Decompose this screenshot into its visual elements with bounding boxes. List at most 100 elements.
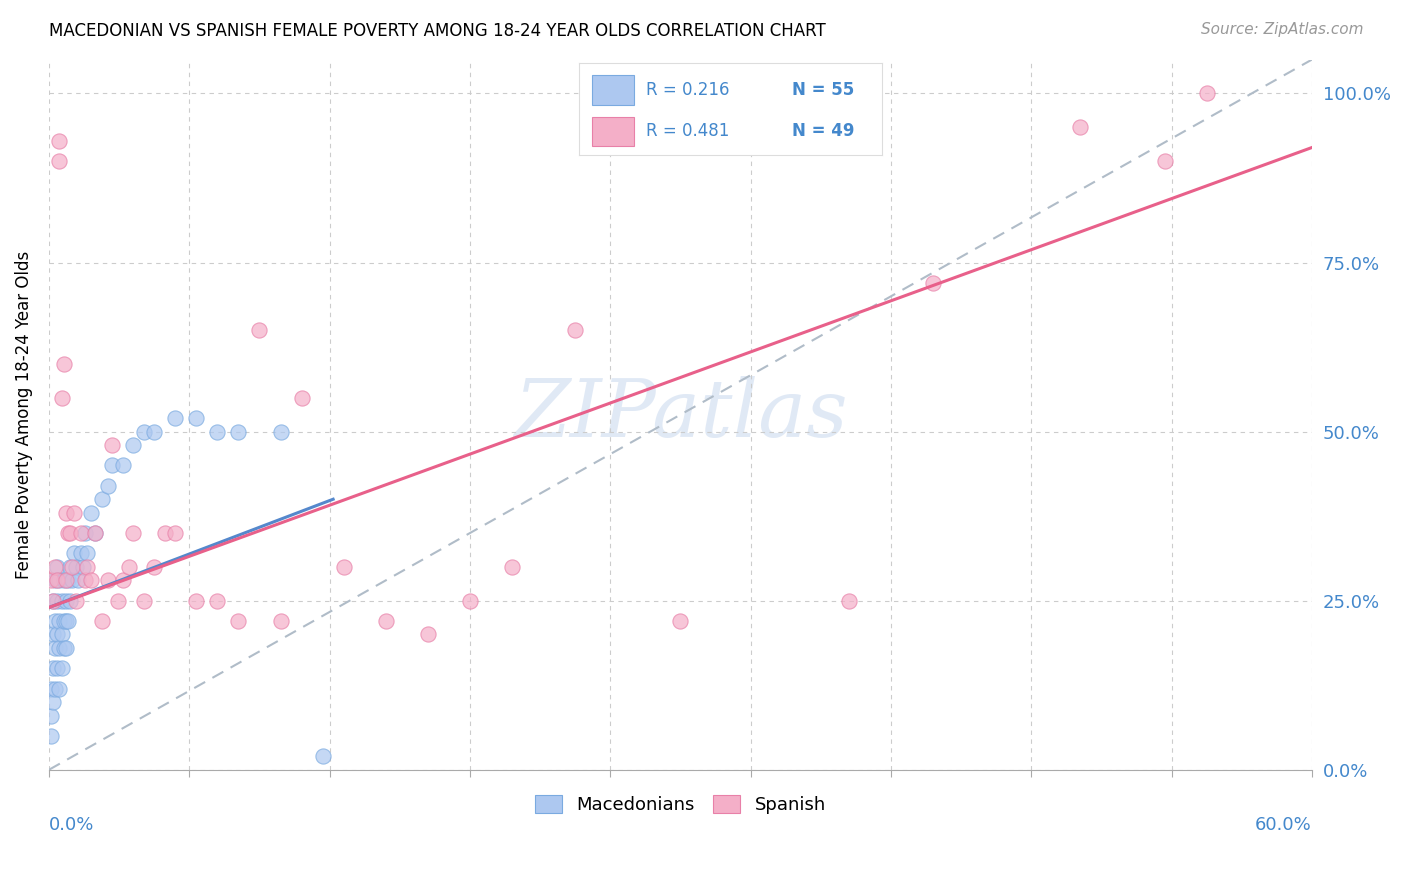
Point: [48, 134, 70, 148]
Point: [46, 661, 69, 675]
Point: [52, 614, 75, 628]
Point: [165, 526, 187, 541]
Point: [1195, 87, 1218, 101]
Point: [52, 574, 75, 588]
Point: [59, 593, 82, 607]
Point: [55, 640, 77, 655]
Point: [42, 661, 65, 675]
Legend: Macedonians, Spanish: Macedonians, Spanish: [527, 788, 832, 822]
Point: [56, 526, 79, 541]
Text: Source: ZipAtlas.com: Source: ZipAtlas.com: [1201, 22, 1364, 37]
Point: [51, 627, 73, 641]
Point: [416, 627, 439, 641]
Point: [122, 438, 145, 452]
Point: [111, 574, 134, 588]
Point: [207, 425, 229, 439]
Point: [48, 614, 70, 628]
Point: [76, 559, 98, 574]
Point: [80, 506, 103, 520]
Point: [39, 681, 62, 696]
Point: [97, 574, 120, 588]
Point: [42, 593, 65, 607]
Point: [132, 593, 155, 607]
Point: [107, 593, 129, 607]
Point: [55, 614, 77, 628]
Point: [46, 559, 69, 574]
Point: [51, 391, 73, 405]
Point: [39, 574, 62, 588]
Point: [69, 546, 91, 560]
Point: [838, 593, 860, 607]
Point: [228, 425, 250, 439]
Point: [56, 574, 79, 588]
Point: [143, 425, 166, 439]
Point: [69, 526, 91, 541]
Point: [101, 458, 124, 473]
Point: [143, 559, 166, 574]
Point: [1153, 154, 1175, 169]
Point: [1069, 120, 1091, 135]
Point: [48, 154, 70, 169]
Point: [46, 593, 69, 607]
Point: [59, 559, 82, 574]
Point: [44, 614, 66, 628]
Point: [39, 729, 62, 743]
Point: [73, 526, 96, 541]
Point: [48, 574, 70, 588]
Point: [52, 640, 75, 655]
Point: [51, 593, 73, 607]
Point: [101, 438, 124, 452]
Point: [48, 640, 70, 655]
Point: [270, 425, 292, 439]
Point: [44, 574, 66, 588]
Point: [56, 614, 79, 628]
Point: [48, 681, 70, 696]
Point: [63, 546, 86, 560]
Point: [922, 276, 945, 290]
Point: [84, 526, 107, 541]
Point: [59, 526, 82, 541]
Point: [311, 749, 333, 764]
Point: [42, 695, 65, 709]
Point: [73, 574, 96, 588]
Y-axis label: Female Poverty Among 18-24 Year Olds: Female Poverty Among 18-24 Year Olds: [15, 251, 32, 579]
Point: [374, 614, 396, 628]
Point: [67, 574, 90, 588]
Point: [186, 593, 208, 607]
Point: [46, 574, 69, 588]
Point: [51, 661, 73, 675]
Point: [186, 411, 208, 425]
Point: [165, 411, 187, 425]
Point: [90, 492, 112, 507]
Point: [228, 614, 250, 628]
Text: MACEDONIAN VS SPANISH FEMALE POVERTY AMONG 18-24 YEAR OLDS CORRELATION CHART: MACEDONIAN VS SPANISH FEMALE POVERTY AMO…: [49, 22, 825, 40]
Point: [111, 458, 134, 473]
Point: [669, 614, 692, 628]
Point: [332, 559, 354, 574]
Point: [122, 526, 145, 541]
Point: [65, 593, 87, 607]
Point: [52, 357, 75, 371]
Point: [290, 391, 312, 405]
Point: [153, 526, 176, 541]
Point: [63, 506, 86, 520]
Point: [207, 593, 229, 607]
Point: [60, 574, 83, 588]
Text: 60.0%: 60.0%: [1256, 816, 1312, 834]
Point: [65, 559, 87, 574]
Point: [55, 506, 77, 520]
Point: [84, 526, 107, 541]
Point: [76, 546, 98, 560]
Point: [44, 681, 66, 696]
Point: [42, 627, 65, 641]
Point: [46, 627, 69, 641]
Text: 0.0%: 0.0%: [49, 816, 94, 834]
Point: [118, 559, 141, 574]
Point: [90, 614, 112, 628]
Point: [80, 574, 103, 588]
Point: [97, 478, 120, 492]
Point: [458, 593, 481, 607]
Point: [501, 559, 523, 574]
Point: [72, 559, 94, 574]
Point: [55, 593, 77, 607]
